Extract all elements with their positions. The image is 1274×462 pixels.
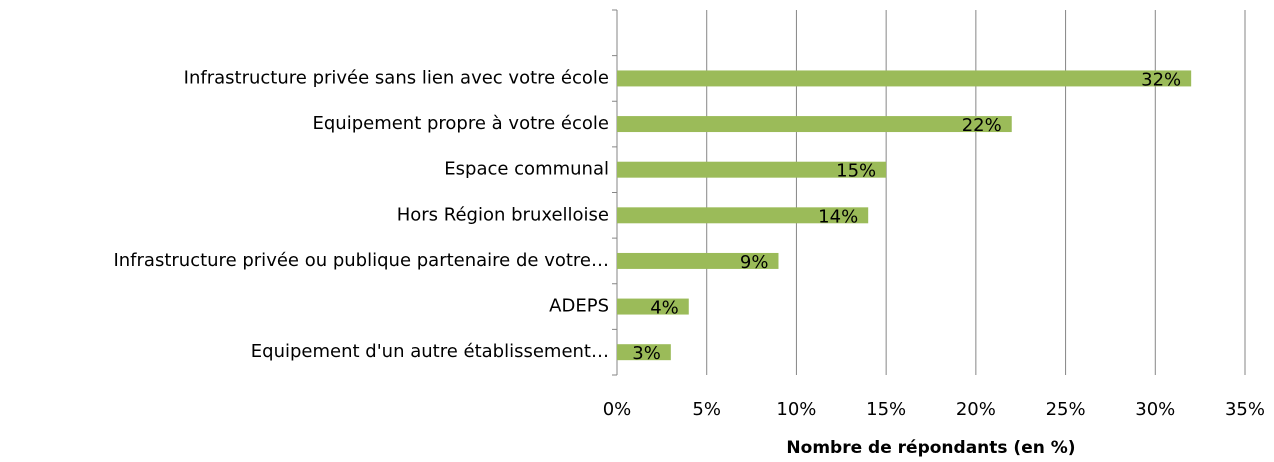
- x-tick-label: 20%: [956, 399, 996, 420]
- y-tick-label: Espace communal: [444, 159, 609, 180]
- bar: [617, 161, 887, 178]
- x-tick-label: 10%: [776, 399, 816, 420]
- x-axis-title: Nombre de répondants (en %): [786, 438, 1075, 458]
- data-label: 14%: [818, 206, 858, 227]
- bar: [617, 344, 671, 361]
- y-tick-label: Equipement propre à votre école: [312, 113, 609, 134]
- x-tick-label: 25%: [1046, 399, 1086, 420]
- bar: [617, 252, 779, 269]
- bar: [617, 116, 1012, 133]
- data-label: 3%: [632, 343, 661, 364]
- data-label: 22%: [962, 115, 1002, 136]
- y-tick-label: Equipement d'un autre établissement…: [251, 341, 609, 362]
- bar: [617, 70, 1192, 87]
- bar: [617, 298, 689, 315]
- x-tick-label: 30%: [1135, 399, 1175, 420]
- data-label: 32%: [1141, 69, 1181, 90]
- data-label: 4%: [650, 298, 679, 319]
- x-tick-label: 35%: [1225, 399, 1265, 420]
- bar: [617, 207, 869, 224]
- x-tick-label: 0%: [603, 399, 632, 420]
- data-label: 9%: [740, 252, 769, 273]
- data-label: 15%: [836, 161, 876, 182]
- y-tick-label: Hors Région bruxelloise: [397, 204, 609, 225]
- y-tick-label: Infrastructure privée sans lien avec vot…: [184, 67, 609, 88]
- y-tick-label: Infrastructure privée ou publique parten…: [113, 250, 609, 271]
- x-tick-label: 5%: [692, 399, 721, 420]
- x-tick-label: 15%: [866, 399, 906, 420]
- y-tick-label: ADEPS: [549, 296, 609, 317]
